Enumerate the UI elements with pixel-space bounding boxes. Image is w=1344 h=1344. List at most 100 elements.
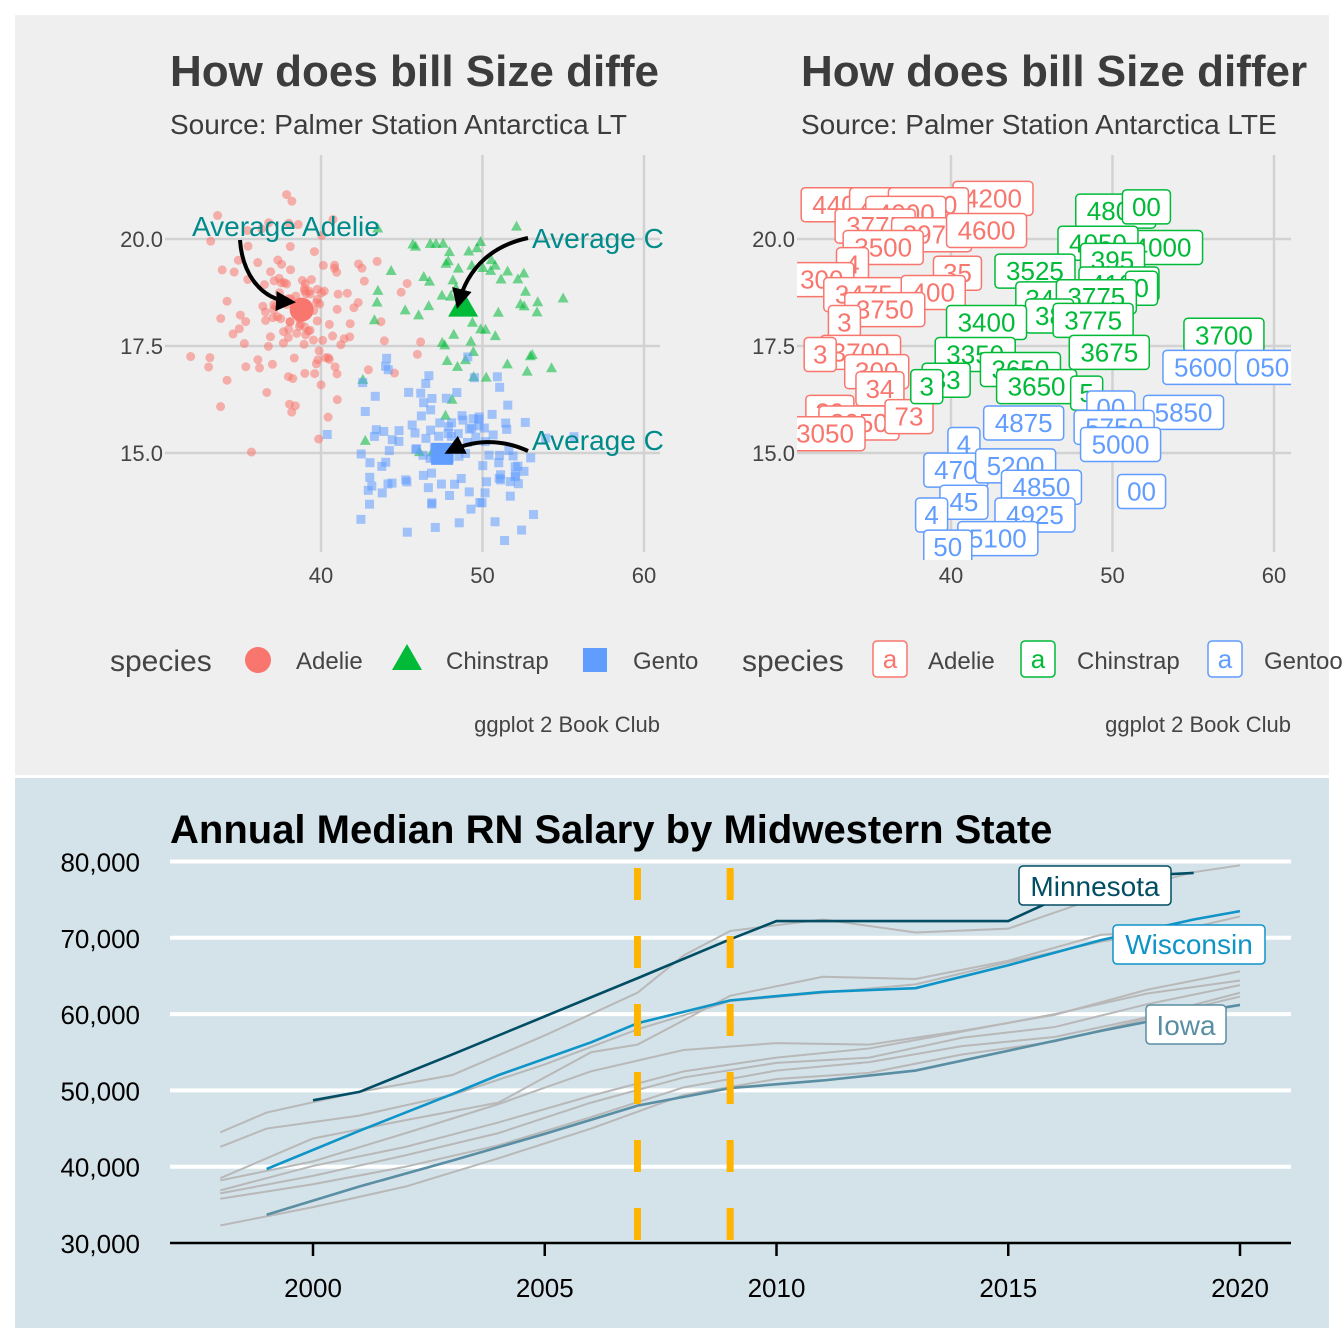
point-gentoo (460, 448, 470, 458)
point-adelie (289, 353, 299, 363)
x-tick-label: 50 (1100, 563, 1124, 588)
data-labels: 4200440041004400400037753975460035004353… (796, 180, 1291, 562)
label-text-chinstrap: 3650 (1008, 372, 1066, 402)
point-adelie (332, 304, 342, 314)
point-gentoo (441, 393, 451, 403)
point-gentoo (520, 417, 530, 427)
point-gentoo (419, 398, 429, 408)
point-gentoo (322, 429, 332, 439)
point-chinstrap (372, 222, 384, 233)
legend-gentoo-label: Gentoo (1264, 648, 1343, 675)
point-adelie (258, 301, 268, 311)
point-gentoo (416, 411, 426, 421)
point-adelie (372, 256, 382, 266)
series-labels: Minnesota Wisconsin Iowa (1018, 865, 1266, 1045)
point-adelie (254, 363, 264, 373)
label-text-adelie: 3050 (796, 419, 854, 449)
series-line-other-3 (219, 925, 1241, 1180)
label-text-chinstrap: 00 (1132, 192, 1161, 222)
point-adelie (205, 353, 215, 363)
point-chinstrap (501, 358, 513, 369)
point-gentoo (541, 433, 551, 443)
legend-gentoo-icon (583, 648, 607, 672)
point-adelie (317, 231, 327, 241)
point-chinstrap (440, 257, 452, 268)
point-adelie (313, 355, 323, 365)
label-box-adelie (797, 415, 866, 452)
point-adelie (309, 247, 319, 257)
label-text-gentoo: 5850 (1155, 397, 1213, 427)
point-chinstrap (448, 328, 460, 339)
point-adelie (266, 267, 276, 277)
point-adelie (308, 335, 318, 345)
label-text-adelie: 73 (895, 402, 924, 432)
label-minnesota: Minnesota (1030, 871, 1160, 902)
point-gentoo (510, 462, 520, 472)
point-chinstrap (526, 348, 538, 359)
label-text-gentoo: 4875 (995, 408, 1053, 438)
point-gentoo (421, 379, 431, 389)
point-gentoo (394, 426, 404, 436)
point-chinstrap (480, 323, 492, 334)
chart-caption: ggplot 2 Book Club (474, 712, 660, 737)
point-adelie (263, 341, 273, 351)
x-tick-label: 2020 (1211, 1273, 1269, 1303)
point-gentoo (454, 451, 464, 461)
label-text-chinstrap: 0 (1134, 273, 1148, 303)
point-gentoo (529, 510, 539, 520)
legend-gentoo-key-text: a (1218, 644, 1233, 674)
point-gentoo (426, 425, 436, 435)
x-tick-label: 2005 (516, 1273, 574, 1303)
point-chinstrap (518, 267, 530, 278)
point-chinstrap (532, 296, 544, 307)
point-adelie (286, 265, 296, 275)
point-adelie (228, 329, 238, 339)
series-line-other-5 (220, 979, 1241, 1192)
average-gentoo-marker (431, 442, 454, 465)
point-gentoo (464, 487, 474, 497)
point-gentoo (454, 518, 464, 528)
point-gentoo (519, 466, 529, 476)
label-text-gentoo: 5000 (1092, 429, 1150, 459)
label-box-gentoo (982, 405, 1065, 441)
y-tick-label: 40,000 (60, 1153, 140, 1183)
point-adelie (396, 287, 406, 297)
point-adelie (267, 359, 277, 369)
label-text-gentoo: 4850 (1013, 472, 1071, 502)
panel-scatter-points: How does bill Size diffe Source: Palmer … (15, 15, 699, 775)
point-adelie (265, 332, 275, 342)
point-gentoo (384, 446, 394, 456)
point-chinstrap (368, 314, 380, 325)
point-gentoo (418, 450, 428, 460)
label-box-gentoo (1116, 473, 1167, 510)
point-chinstrap (413, 309, 425, 320)
point-chinstrap (557, 292, 569, 303)
series-line-iowa (266, 1003, 1241, 1217)
legend-chinstrap-label: Chinstrap (446, 648, 549, 675)
legend-chinstrap-label: Chinstrap (1077, 648, 1180, 675)
point-chinstrap (521, 365, 533, 376)
point-gentoo (517, 525, 527, 535)
point-adelie (312, 294, 322, 304)
label-text-adelie: 3750 (856, 295, 914, 325)
point-chinstrap (502, 265, 514, 276)
point-gentoo (435, 418, 445, 428)
point-gentoo (387, 435, 397, 445)
point-chinstrap (372, 284, 384, 295)
x-tick-label: 40 (939, 563, 963, 588)
point-chinstrap (359, 434, 371, 445)
point-gentoo (379, 426, 389, 436)
point-adelie (297, 276, 307, 286)
point-gentoo (501, 418, 511, 428)
point-gentoo (443, 429, 453, 439)
legend-adelie-label: Adelie (296, 648, 363, 675)
label-text-chinstrap: 3775 (1064, 305, 1122, 335)
point-adelie (330, 362, 340, 372)
label-text-gentoo: 50 (933, 532, 962, 562)
point-gentoo (371, 425, 381, 435)
label-text-gentoo: 470 (934, 455, 977, 485)
point-gentoo (447, 418, 457, 428)
label-text-adelie: 4200 (964, 183, 1022, 213)
point-adelie (213, 210, 223, 220)
point-adelie (287, 196, 297, 206)
